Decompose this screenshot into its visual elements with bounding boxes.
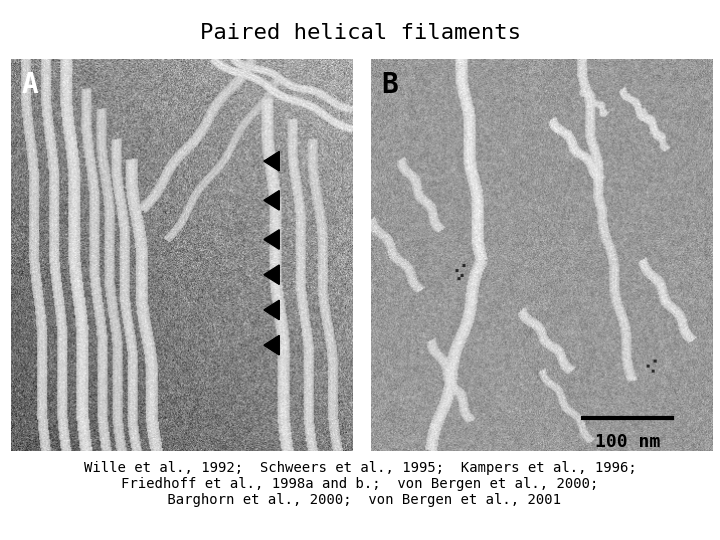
Polygon shape [264, 191, 279, 210]
Text: 100 nm: 100 nm [595, 433, 660, 451]
Polygon shape [264, 151, 279, 171]
Text: B: B [381, 71, 398, 99]
Text: Wille et al., 1992;  Schweers et al., 1995;  Kampers et al., 1996;
Friedhoff et : Wille et al., 1992; Schweers et al., 199… [84, 461, 636, 507]
Text: Paired helical filaments: Paired helical filaments [199, 23, 521, 43]
Text: A: A [21, 71, 38, 99]
Polygon shape [264, 230, 279, 249]
Polygon shape [264, 265, 279, 285]
Polygon shape [264, 300, 279, 320]
Polygon shape [264, 335, 279, 355]
